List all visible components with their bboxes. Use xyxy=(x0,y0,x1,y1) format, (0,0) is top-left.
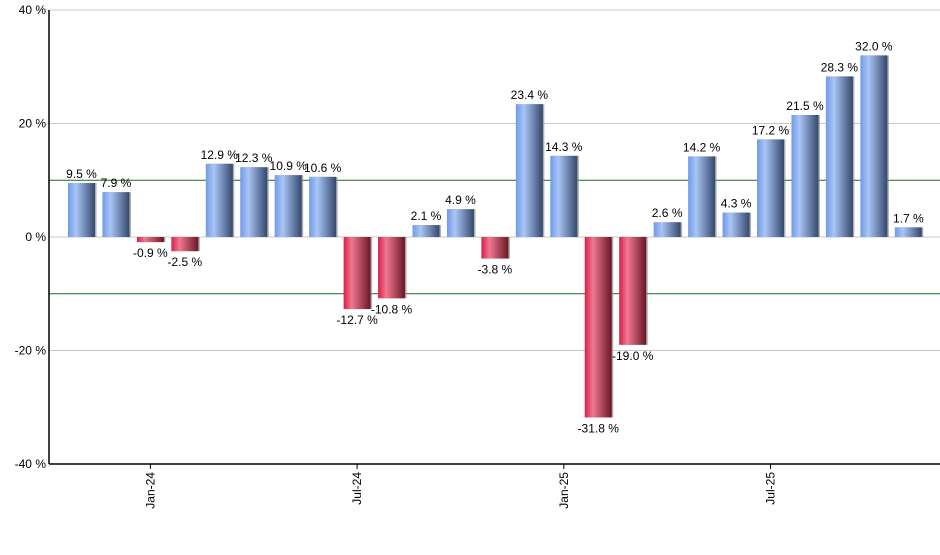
x-tick-label: Jan-24 xyxy=(143,472,157,509)
bar xyxy=(205,163,233,237)
data-label: 23.4 % xyxy=(511,88,549,102)
bar xyxy=(171,237,199,252)
data-label: 21.5 % xyxy=(786,99,824,113)
data-label: 14.3 % xyxy=(545,140,583,154)
data-label: -10.8 % xyxy=(371,302,413,316)
x-tick-label: Jan-25 xyxy=(557,472,571,509)
y-tick-label: 40 % xyxy=(19,3,47,17)
bar xyxy=(274,175,302,237)
data-label: -19.0 % xyxy=(612,349,654,363)
y-tick-label: -20 % xyxy=(15,344,47,358)
bar xyxy=(343,237,371,310)
data-label: 2.6 % xyxy=(652,206,683,220)
bar xyxy=(102,192,130,237)
data-label: -12.7 % xyxy=(336,313,378,327)
data-label: 9.5 % xyxy=(66,167,97,181)
y-tick-label: 0 % xyxy=(25,230,46,244)
data-label: -31.8 % xyxy=(578,421,620,435)
data-label: 12.9 % xyxy=(201,148,239,162)
bar xyxy=(515,104,543,237)
data-label: 32.0 % xyxy=(855,39,893,53)
data-label: -2.5 % xyxy=(168,255,203,269)
bar xyxy=(412,225,440,237)
bar xyxy=(240,167,268,237)
bar xyxy=(619,237,647,345)
data-label: 4.3 % xyxy=(721,197,752,211)
bar xyxy=(688,156,716,237)
bar xyxy=(136,237,164,243)
bar xyxy=(584,237,612,418)
bar xyxy=(378,237,406,299)
bar xyxy=(309,176,337,237)
bar xyxy=(722,212,750,237)
bar xyxy=(446,209,474,237)
bar xyxy=(894,227,922,237)
bar xyxy=(653,222,681,237)
x-tick-label: Jul-25 xyxy=(764,472,778,505)
data-label: 28.3 % xyxy=(821,60,859,74)
data-label: -3.8 % xyxy=(478,263,513,277)
data-label: 4.9 % xyxy=(445,193,476,207)
data-label: 14.2 % xyxy=(683,140,721,154)
data-label: 1.7 % xyxy=(893,211,924,225)
data-label: 12.3 % xyxy=(235,151,273,165)
data-label: -0.9 % xyxy=(133,246,168,260)
bar xyxy=(860,55,888,238)
x-tick-label: Jul-24 xyxy=(350,472,364,505)
bar xyxy=(791,114,819,237)
bar xyxy=(757,139,784,237)
bar xyxy=(68,183,95,237)
data-label: 17.2 % xyxy=(752,123,790,137)
bar xyxy=(825,76,853,238)
bar xyxy=(550,155,578,237)
data-label: 7.9 % xyxy=(101,176,132,190)
data-label: 10.9 % xyxy=(270,159,308,173)
y-tick-label: 20 % xyxy=(19,117,47,131)
y-tick-label: -40 % xyxy=(15,457,47,471)
data-label: 10.6 % xyxy=(304,161,342,175)
bar xyxy=(481,237,509,259)
data-label: 2.1 % xyxy=(411,209,442,223)
